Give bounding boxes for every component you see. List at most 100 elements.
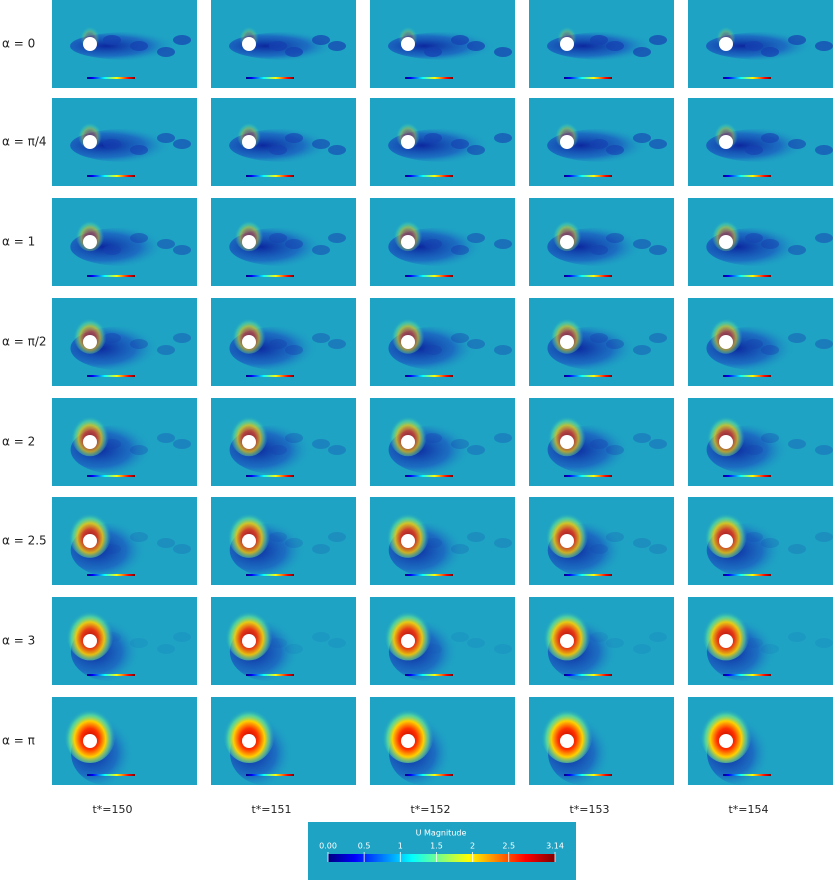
halo (68, 508, 112, 558)
cylinder (401, 235, 415, 249)
halo (545, 508, 589, 558)
vortex (312, 35, 330, 45)
vortex (328, 145, 346, 155)
vortex (761, 239, 779, 249)
colorbar-title: U Magnitude (416, 829, 467, 838)
vortex (788, 139, 806, 149)
vortex (130, 145, 148, 155)
flow-panel (370, 497, 515, 585)
vortex (590, 439, 608, 449)
halo (700, 703, 752, 763)
mini-colorbar (723, 475, 771, 477)
vortex (157, 47, 175, 57)
flow-panel (52, 298, 197, 386)
vortex (424, 47, 442, 57)
cylinder (560, 634, 574, 648)
vortex (649, 35, 667, 45)
flow-panel (529, 597, 674, 685)
vortex (649, 544, 667, 554)
vortex (815, 445, 833, 455)
vortex (285, 538, 303, 548)
vortex (494, 538, 512, 548)
flow-panel (688, 298, 833, 386)
wake (388, 32, 508, 60)
vortex (173, 245, 191, 255)
vortex (451, 632, 469, 642)
flow-panel (688, 198, 833, 286)
flow-panel (688, 98, 833, 186)
vortex (312, 245, 330, 255)
vortex (815, 638, 833, 648)
halo (391, 314, 425, 354)
halo (709, 314, 743, 354)
vortex (285, 47, 303, 57)
vortex (130, 532, 148, 542)
halo (225, 605, 273, 661)
vortex (590, 544, 608, 554)
flow-panel (529, 98, 674, 186)
mini-colorbar (246, 77, 294, 79)
vortex (633, 133, 651, 143)
halo (702, 605, 750, 661)
vortex (649, 139, 667, 149)
flow-panel (370, 697, 515, 785)
mini-colorbar (723, 175, 771, 177)
row-label: α = π (2, 734, 35, 748)
colorbar-tick-label: 0.00 (319, 842, 337, 851)
vortex (761, 345, 779, 355)
cylinder (401, 634, 415, 648)
colorbar-tick-label: 2.5 (502, 842, 515, 851)
halo (223, 703, 275, 763)
vortex (173, 333, 191, 343)
vortex (130, 638, 148, 648)
cylinder (560, 37, 574, 51)
vortex (424, 345, 442, 355)
flow-panel (211, 597, 356, 685)
vortex (590, 139, 608, 149)
flow-panel (52, 398, 197, 486)
mini-colorbar (564, 375, 612, 377)
row-label: α = 2.5 (2, 534, 47, 548)
flow-panel (52, 198, 197, 286)
vortex (157, 345, 175, 355)
flow-panel (211, 497, 356, 585)
halo (388, 411, 428, 457)
vortex (745, 445, 763, 455)
vortex (467, 339, 485, 349)
vortex (312, 139, 330, 149)
mini-colorbar (405, 475, 453, 477)
cylinder (560, 734, 574, 748)
cylinder (719, 634, 733, 648)
colorbar-tick-label: 2 (470, 842, 475, 851)
mini-colorbar (564, 175, 612, 177)
vortex (424, 133, 442, 143)
vortex (328, 445, 346, 455)
flow-panel (52, 497, 197, 585)
cylinder (401, 37, 415, 51)
colorbar-tick-label: 0.5 (358, 842, 371, 851)
vortex (494, 644, 512, 654)
cylinder (560, 135, 574, 149)
cylinder (83, 37, 97, 51)
vortex (103, 35, 121, 45)
column-label: t*=152 (410, 803, 450, 816)
cylinder (401, 534, 415, 548)
flow-panel (529, 198, 674, 286)
flow-panel (211, 0, 356, 88)
vortex (788, 35, 806, 45)
mini-colorbar (405, 275, 453, 277)
vortex (815, 41, 833, 51)
vortex (328, 41, 346, 51)
vortex (467, 145, 485, 155)
vortex (285, 239, 303, 249)
cylinder (83, 335, 97, 349)
mini-colorbar (564, 774, 612, 776)
mini-colorbar (87, 375, 135, 377)
flow-panel (688, 0, 833, 88)
vortex (745, 532, 763, 542)
mini-colorbar (246, 275, 294, 277)
vortex (269, 339, 287, 349)
cylinder (242, 37, 256, 51)
